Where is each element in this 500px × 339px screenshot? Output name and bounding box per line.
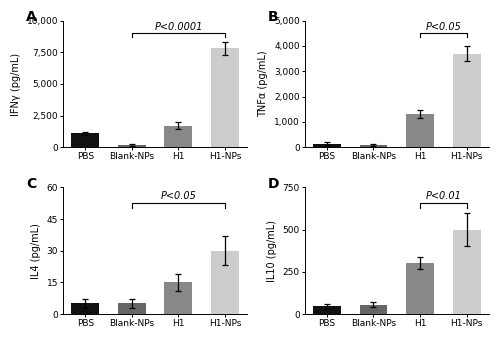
Text: P<0.01: P<0.01 [426,191,461,201]
Bar [164,282,192,314]
Text: P<0.0001: P<0.0001 [154,22,202,32]
Bar [211,48,239,147]
Text: B: B [268,11,278,24]
Text: C: C [26,177,36,191]
Bar [313,306,341,314]
Text: P<0.05: P<0.05 [160,191,196,201]
Bar [72,303,100,314]
Bar [72,133,100,147]
Text: D: D [268,177,279,191]
Bar [118,303,146,314]
Bar [164,126,192,147]
Text: A: A [26,11,37,24]
Text: P<0.05: P<0.05 [426,22,461,32]
Y-axis label: IL4 (pg/mL): IL4 (pg/mL) [31,223,41,279]
Y-axis label: IL10 (pg/mL): IL10 (pg/mL) [267,220,277,282]
Bar [313,144,341,147]
Y-axis label: IFNγ (pg/mL): IFNγ (pg/mL) [11,53,21,116]
Bar [406,263,434,314]
Bar [360,145,388,147]
Bar [452,230,480,314]
Bar [406,114,434,147]
Bar [452,54,480,147]
Bar [360,305,388,314]
Bar [118,145,146,147]
Bar [211,251,239,314]
Y-axis label: TNFα (pg/mL): TNFα (pg/mL) [258,51,268,117]
